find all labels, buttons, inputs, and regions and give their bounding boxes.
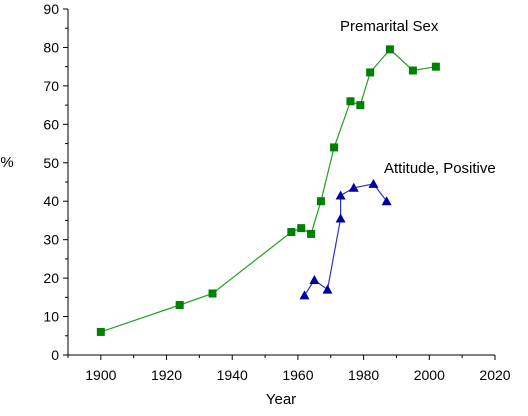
series-1 <box>299 178 392 300</box>
y-tick-label: 40 <box>43 193 59 209</box>
x-tick-label: 1940 <box>217 367 248 383</box>
x-tick-label: 1980 <box>348 367 379 383</box>
series-label-attitude-positive: Attitude, Positive <box>384 160 496 177</box>
x-tick-label: 1920 <box>151 367 182 383</box>
series-layer <box>96 45 440 336</box>
data-point-square <box>307 229 316 238</box>
data-point-triangle <box>322 284 333 294</box>
data-point-triangle <box>309 275 320 285</box>
data-point-square <box>330 143 339 152</box>
y-tick-label: 50 <box>43 155 59 171</box>
y-axis-title: % <box>0 154 13 171</box>
data-point-triangle <box>299 290 310 300</box>
data-point-square <box>208 289 217 298</box>
series-line <box>100 48 436 333</box>
x-axis-title: Year <box>266 391 296 408</box>
y-tick-label: 20 <box>43 270 59 286</box>
data-point-square <box>356 101 365 110</box>
y-tick-label: 10 <box>43 309 59 325</box>
data-point-triangle <box>335 213 346 223</box>
y-tick-label: 30 <box>43 232 59 248</box>
data-point-square <box>385 45 394 54</box>
data-point-square <box>96 327 105 336</box>
x-tick-label: 1960 <box>282 367 313 383</box>
y-tick-label: 60 <box>43 116 59 132</box>
data-point-triangle <box>368 178 379 188</box>
x-tick-label: 2000 <box>414 367 445 383</box>
series-line <box>303 183 388 296</box>
data-point-triangle <box>348 182 359 192</box>
data-point-square <box>175 301 184 310</box>
data-point-triangle <box>335 190 346 200</box>
y-tick-label: 90 <box>43 1 59 17</box>
y-tick-label: 0 <box>51 347 59 363</box>
x-tick-label: 2020 <box>479 367 510 383</box>
data-point-square <box>366 68 375 77</box>
data-point-square <box>346 97 355 106</box>
data-point-square <box>408 66 417 75</box>
data-point-triangle <box>381 196 392 206</box>
series-0 <box>96 45 440 336</box>
x-tick-label: 1900 <box>85 367 116 383</box>
data-point-square <box>287 227 296 236</box>
y-tick-label: 80 <box>43 39 59 55</box>
y-tick-label: 70 <box>43 78 59 94</box>
data-point-square <box>316 197 325 206</box>
data-point-square <box>431 62 440 71</box>
data-point-square <box>297 224 306 233</box>
axes: 0 10 20 30 40 50 60 70 80 90 1900 1920 1940 1960 1980 2… <box>43 1 510 383</box>
series-label-premarital-sex: Premarital Sex <box>340 18 439 35</box>
